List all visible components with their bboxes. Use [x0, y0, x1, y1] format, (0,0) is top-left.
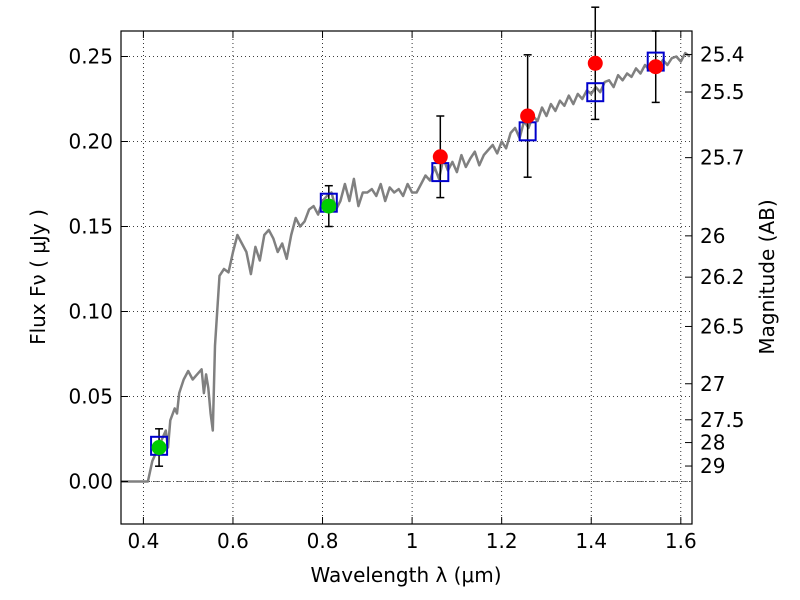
x-tick-label: 0.6	[217, 529, 249, 553]
magnitude-tick-label: 26	[700, 224, 725, 248]
ir-point	[520, 108, 536, 124]
ticks: 0.4 0.6 0.8 1 1.2 1.4 1.6 0.00 0.05 0.10 0.15 0.20 0…	[68, 31, 745, 553]
magnitude-tick-label: 27.5	[700, 408, 745, 432]
magnitude-tick-label: 26.5	[700, 314, 745, 338]
magnitude-tick-label: 25.4	[700, 42, 745, 66]
magnitude-axis-label: Magnitude (AB)	[755, 199, 779, 354]
x-tick-label: 0.4	[127, 529, 159, 553]
y-axis-label: Flux Fν ( μJy )	[26, 209, 50, 345]
x-tick-label: 1.4	[575, 529, 607, 553]
magnitude-tick-label: 29	[700, 454, 725, 478]
x-tick-label: 1	[406, 529, 419, 553]
magnitude-tick-label: 25.7	[700, 146, 745, 170]
plot-area	[121, 31, 692, 524]
y-tick-label: 0.15	[68, 215, 113, 239]
y-tick-label: 0.05	[68, 385, 113, 409]
x-tick-label: 0.8	[307, 529, 339, 553]
model-photometry-square	[586, 82, 605, 103]
ir-point	[587, 55, 603, 71]
optical-point	[151, 440, 167, 455]
magnitude-tick-label: 27	[700, 372, 725, 396]
series	[121, 6, 691, 483]
x-tick-label: 1.2	[486, 529, 518, 553]
magnitude-tick-label: 28	[700, 431, 725, 455]
y-tick-label: 0.10	[68, 300, 113, 324]
y-tick-label: 0.25	[68, 45, 113, 69]
x-axis-label: Wavelength λ (μm)	[310, 563, 501, 587]
optical-point	[321, 198, 337, 214]
magnitude-tick-label: 26.2	[700, 265, 745, 289]
x-tick-label: 1.6	[665, 529, 697, 553]
model-spectrum-line	[121, 51, 691, 483]
y-tick-label: 0.20	[68, 130, 113, 154]
y-tick-label: 0.00	[68, 470, 113, 494]
ir-point	[648, 59, 664, 75]
magnitude-tick-label: 25.5	[700, 80, 745, 104]
ir-point	[432, 149, 448, 165]
grid	[121, 31, 692, 524]
